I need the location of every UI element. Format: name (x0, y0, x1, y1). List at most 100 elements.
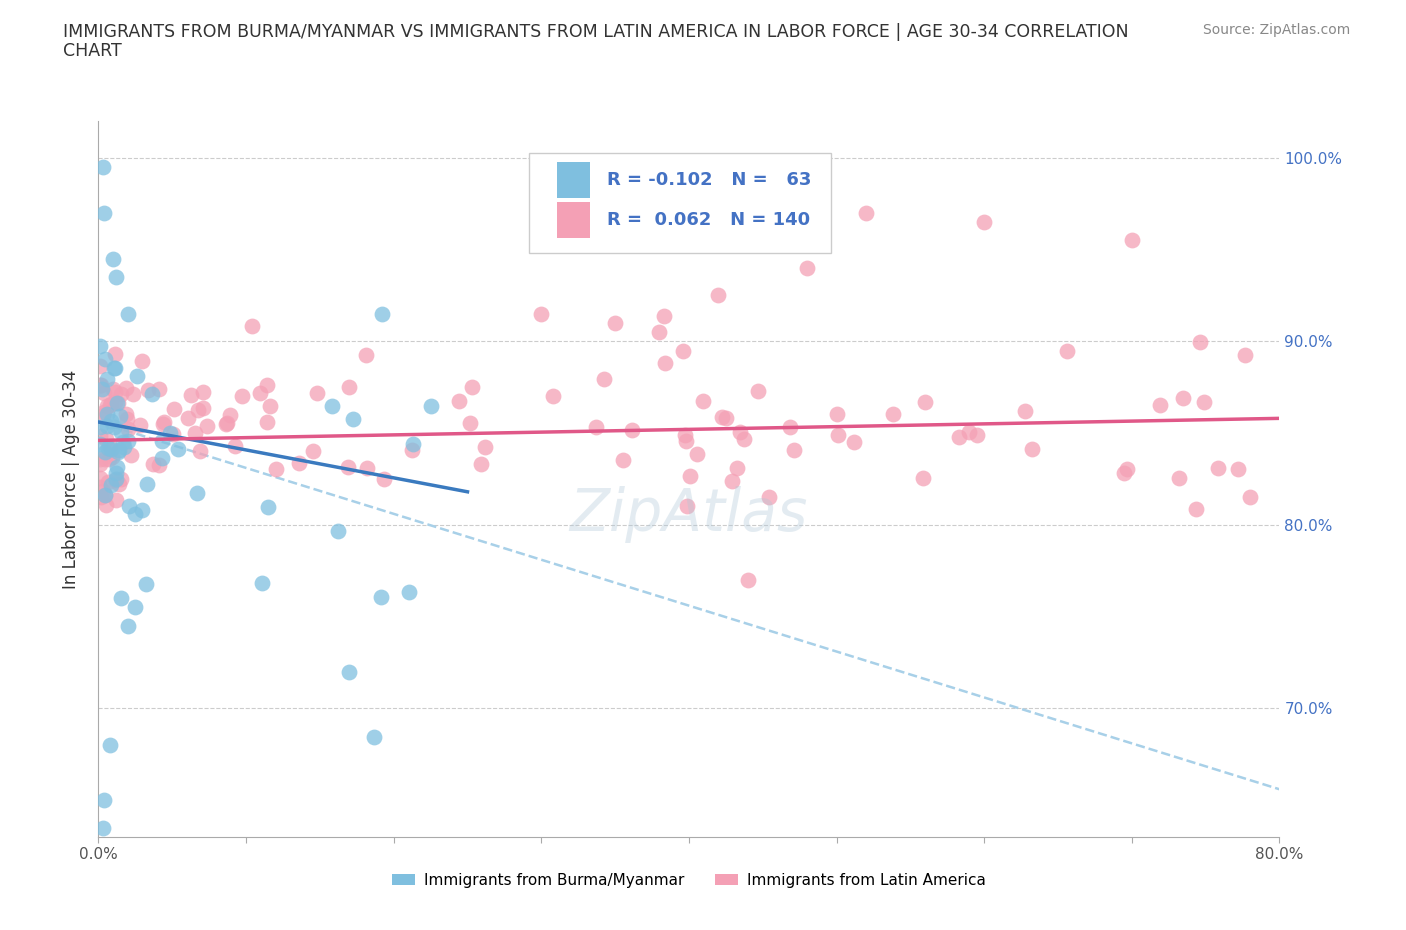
Point (93, 445, 115, 459)
Point (127, 369, 149, 384)
Point (197, 419, 219, 434)
Point (354, 348, 377, 363)
Point (301, 444, 323, 458)
Point (470, 457, 492, 472)
Point (91, 820, 114, 835)
Point (131, 353, 153, 368)
Point (605, 315, 627, 330)
Point (163, 402, 186, 417)
Point (948, 429, 970, 444)
Point (721, 473, 744, 488)
Point (1192, 395, 1215, 410)
Point (152, 417, 174, 432)
Point (747, 383, 769, 398)
Point (89, 471, 111, 485)
Point (105, 270, 128, 285)
Point (1121, 232, 1143, 247)
Point (98, 737, 121, 752)
Point (193, 384, 215, 399)
FancyBboxPatch shape (557, 202, 589, 238)
Point (110, 591, 132, 605)
Point (402, 436, 425, 451)
Point (679, 469, 702, 484)
Point (103, 419, 125, 434)
Point (1149, 397, 1171, 412)
Point (585, 419, 607, 434)
Point (620, 422, 643, 437)
Point (131, 502, 153, 517)
Point (288, 455, 311, 470)
Point (398, 585, 420, 600)
Point (337, 379, 360, 394)
Point (90, 378, 112, 392)
Point (103, 361, 125, 376)
Point (231, 388, 253, 403)
Point (104, 472, 127, 487)
Point (1014, 404, 1036, 418)
Point (112, 440, 135, 455)
Point (652, 309, 675, 324)
Point (91, 407, 114, 422)
Point (105, 459, 128, 474)
Point (104, 361, 127, 376)
Point (337, 459, 360, 474)
Point (89, 419, 111, 434)
Point (89, 378, 111, 392)
Point (93, 793, 115, 808)
Point (101, 449, 124, 464)
Point (180, 388, 202, 403)
Point (420, 399, 443, 414)
Point (115, 406, 138, 421)
Point (1189, 334, 1212, 349)
Point (1185, 501, 1208, 516)
Point (117, 306, 139, 321)
Text: R = -0.102   N =   63: R = -0.102 N = 63 (607, 171, 811, 190)
Point (827, 427, 849, 442)
Point (707, 288, 730, 303)
Point (1233, 347, 1256, 362)
FancyBboxPatch shape (557, 163, 589, 198)
Point (911, 471, 934, 485)
Point (96, 498, 118, 512)
Text: IMMIGRANTS FROM BURMA/MYANMAR VS IMMIGRANTS FROM LATIN AMERICA IN LABOR FORCE | : IMMIGRANTS FROM BURMA/MYANMAR VS IMMIGRA… (63, 23, 1129, 41)
Point (98, 397, 121, 412)
Point (842, 434, 865, 449)
Point (114, 380, 136, 395)
Point (676, 498, 699, 513)
Point (733, 432, 755, 446)
Point (1168, 471, 1191, 485)
Point (100, 477, 122, 492)
Point (1173, 391, 1195, 405)
Legend: Immigrants from Burma/Myanmar, Immigrants from Latin America: Immigrants from Burma/Myanmar, Immigrant… (385, 867, 993, 894)
Point (96, 399, 118, 414)
Point (89, 456, 111, 471)
Point (973, 215, 995, 230)
Point (326, 524, 349, 538)
Point (89, 429, 111, 444)
Point (855, 206, 877, 220)
Point (96, 406, 118, 421)
Point (117, 421, 139, 436)
Point (117, 618, 139, 633)
Point (96, 418, 118, 433)
Point (356, 460, 378, 475)
Point (363, 730, 385, 745)
Text: R =  0.062   N = 140: R = 0.062 N = 140 (607, 211, 811, 229)
Point (97, 441, 120, 456)
Point (796, 260, 818, 275)
Point (256, 499, 278, 514)
Point (401, 443, 423, 458)
Point (105, 395, 128, 410)
Point (91, 484, 114, 498)
Point (94, 352, 117, 367)
Text: CHART: CHART (63, 42, 122, 60)
Point (654, 356, 676, 371)
Point (128, 418, 150, 432)
Point (141, 387, 163, 402)
Point (370, 590, 392, 604)
Point (593, 371, 616, 386)
Point (94, 432, 117, 446)
Point (122, 387, 145, 402)
Point (758, 489, 780, 504)
Point (264, 461, 287, 476)
